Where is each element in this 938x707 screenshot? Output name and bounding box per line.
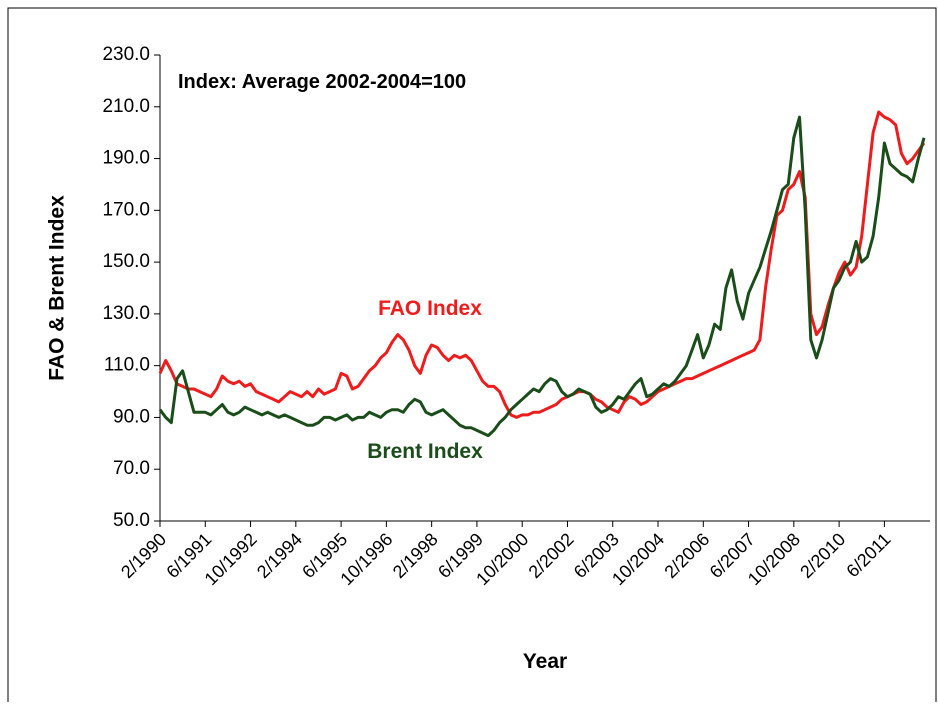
- annotation: Index: Average 2002-2004=100: [178, 71, 466, 93]
- y-tick-label: 110.0: [104, 355, 150, 376]
- x-tick-label: 6/2011: [842, 529, 894, 581]
- y-tick-label: 170.0: [102, 199, 150, 220]
- series-label: Brent Index: [367, 440, 483, 463]
- x-tick-label: 2/1990: [117, 529, 170, 582]
- y-tick-label: 190.0: [102, 148, 150, 169]
- x-tick-label: 2/1994: [253, 529, 306, 582]
- x-tick-label: 2/2010: [796, 529, 849, 582]
- x-tick-label: 2/1998: [389, 529, 442, 582]
- y-tick-label: 90.0: [113, 406, 150, 427]
- x-tick-label: 2/2002: [525, 529, 578, 582]
- y-axis-label: FAO & Brent Index: [46, 195, 69, 381]
- x-tick-label: 2/2006: [660, 529, 713, 582]
- y-tick-label: 230.0: [102, 44, 150, 65]
- y-tick-label: 50.0: [113, 510, 150, 531]
- y-tick-label: 150.0: [102, 251, 150, 272]
- series-line: [158, 110, 926, 419]
- y-tick-label: 210.0: [102, 96, 150, 117]
- x-axis-label: Year: [523, 650, 567, 673]
- y-tick-label: 70.0: [113, 458, 150, 479]
- y-tick-label: 130.0: [102, 303, 150, 324]
- series-label: FAO Index: [378, 297, 482, 320]
- series-line: [158, 115, 926, 438]
- chart-frame: [7, 7, 937, 707]
